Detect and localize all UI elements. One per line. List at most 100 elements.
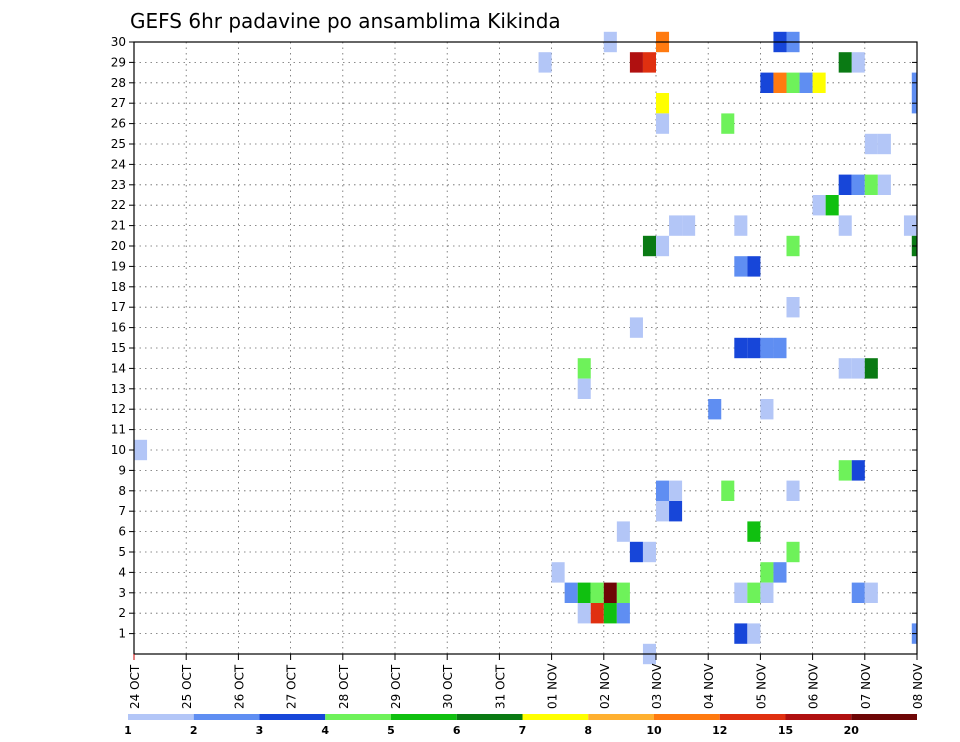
precip-cell xyxy=(616,582,630,603)
x-tick-label: 24 OCT xyxy=(128,664,142,709)
precip-cell xyxy=(851,174,865,195)
precip-cell xyxy=(603,582,617,603)
y-axis-ticks: 1234567891011121314151617181920212223242… xyxy=(111,35,917,641)
precip-cell xyxy=(760,337,774,359)
y-tick-label: 17 xyxy=(111,300,126,314)
precip-cell xyxy=(786,72,800,93)
precip-cell xyxy=(590,603,604,624)
precip-cell xyxy=(721,480,735,501)
y-tick-label: 21 xyxy=(111,219,126,233)
y-tick-label: 16 xyxy=(111,321,126,335)
chart-title: GEFS 6hr padavine po ansamblima Kikinda xyxy=(130,9,561,33)
x-tick-label: 31 OCT xyxy=(493,664,507,709)
precip-cell xyxy=(642,52,656,73)
y-tick-label: 14 xyxy=(111,361,126,375)
colorbar-label: 12 xyxy=(712,724,727,737)
x-tick-label: 05 NOV xyxy=(754,663,768,709)
x-tick-label: 25 OCT xyxy=(180,664,194,709)
precip-cell xyxy=(721,113,735,134)
precip-cell xyxy=(577,582,591,603)
precip-cell xyxy=(564,582,578,603)
precip-cell xyxy=(838,174,852,195)
colorbar-swatch xyxy=(456,714,523,720)
x-tick-label: 02 NOV xyxy=(598,663,612,709)
y-tick-label: 25 xyxy=(111,137,126,151)
colorbar-swatch xyxy=(325,714,391,720)
precip-cell xyxy=(669,215,683,236)
precip-cell xyxy=(734,582,748,603)
precip-cell xyxy=(851,52,865,73)
precip-cell xyxy=(864,174,878,195)
precip-cell xyxy=(838,52,852,73)
precip-cell xyxy=(812,72,826,93)
colorbar-swatch xyxy=(719,714,786,720)
y-tick-label: 22 xyxy=(111,198,126,212)
x-tick-label: 29 OCT xyxy=(389,664,403,709)
colorbar: 1 2 3 4 5 6 7 8 10 12 15 20 xyxy=(124,714,917,737)
precip-cell xyxy=(851,358,865,379)
precip-cell xyxy=(616,521,630,542)
colorbar-swatch xyxy=(588,714,654,720)
precip-cell xyxy=(747,582,761,603)
y-tick-label: 11 xyxy=(111,423,126,437)
precip-cell xyxy=(812,195,826,216)
x-tick-label: 04 NOV xyxy=(702,663,716,709)
colorbar-label: 8 xyxy=(584,724,592,737)
x-tick-label: 06 NOV xyxy=(807,663,821,709)
precip-cell xyxy=(590,582,604,603)
precip-cell xyxy=(134,439,148,461)
colorbar-swatch xyxy=(851,714,917,720)
precip-cell xyxy=(773,562,787,583)
y-tick-label: 5 xyxy=(118,545,126,559)
precip-cell xyxy=(577,603,591,624)
y-tick-label: 3 xyxy=(118,586,126,600)
y-tick-label: 27 xyxy=(111,96,126,110)
y-tick-label: 29 xyxy=(111,55,126,69)
precip-cell xyxy=(734,215,748,236)
x-tick-label: 27 OCT xyxy=(285,664,299,709)
colorbar-swatch xyxy=(391,714,457,720)
y-tick-label: 9 xyxy=(118,463,126,477)
precip-cell xyxy=(877,133,891,155)
y-tick-label: 26 xyxy=(111,117,126,131)
colorbar-swatch xyxy=(128,714,194,720)
precip-cell xyxy=(773,72,787,93)
precipitation-cells xyxy=(134,31,917,665)
colorbar-label: 15 xyxy=(778,724,793,737)
precip-cell xyxy=(642,541,656,563)
precip-cell xyxy=(760,72,774,93)
y-tick-label: 23 xyxy=(111,178,126,192)
colorbar-label: 6 xyxy=(453,724,461,737)
precip-cell xyxy=(551,562,565,583)
precip-cell xyxy=(656,93,670,114)
y-tick-label: 24 xyxy=(111,157,126,171)
precip-cell xyxy=(603,603,617,624)
precip-cell xyxy=(708,399,722,420)
colorbar-label: 10 xyxy=(646,724,662,737)
y-tick-label: 13 xyxy=(111,382,126,396)
precip-cell xyxy=(864,133,878,155)
colorbar-swatch xyxy=(522,714,589,720)
precip-cell xyxy=(629,52,643,73)
y-tick-label: 15 xyxy=(111,341,126,355)
precip-cell xyxy=(682,215,696,236)
precip-cell xyxy=(799,72,813,93)
y-tick-label: 20 xyxy=(111,239,126,253)
precip-cell xyxy=(616,603,630,624)
precip-cell xyxy=(838,358,852,379)
y-tick-label: 1 xyxy=(118,627,126,641)
colorbar-label: 2 xyxy=(190,724,198,737)
x-axis-ticks: 24 OCT 25 OCT 26 OCT 27 OCT 28 OCT 29 OCT 30 O… xyxy=(128,654,925,709)
y-tick-label: 2 xyxy=(118,606,126,620)
precip-cell xyxy=(747,337,761,359)
precip-cell xyxy=(629,541,643,563)
precip-cell xyxy=(760,562,774,583)
precip-cell xyxy=(864,582,878,603)
y-tick-label: 6 xyxy=(118,525,126,539)
y-tick-label: 7 xyxy=(118,504,126,518)
precip-cell xyxy=(656,235,670,257)
precip-cell xyxy=(669,501,683,522)
precip-cell xyxy=(838,215,852,236)
x-tick-label: 26 OCT xyxy=(232,664,246,709)
y-tick-label: 18 xyxy=(111,280,126,294)
